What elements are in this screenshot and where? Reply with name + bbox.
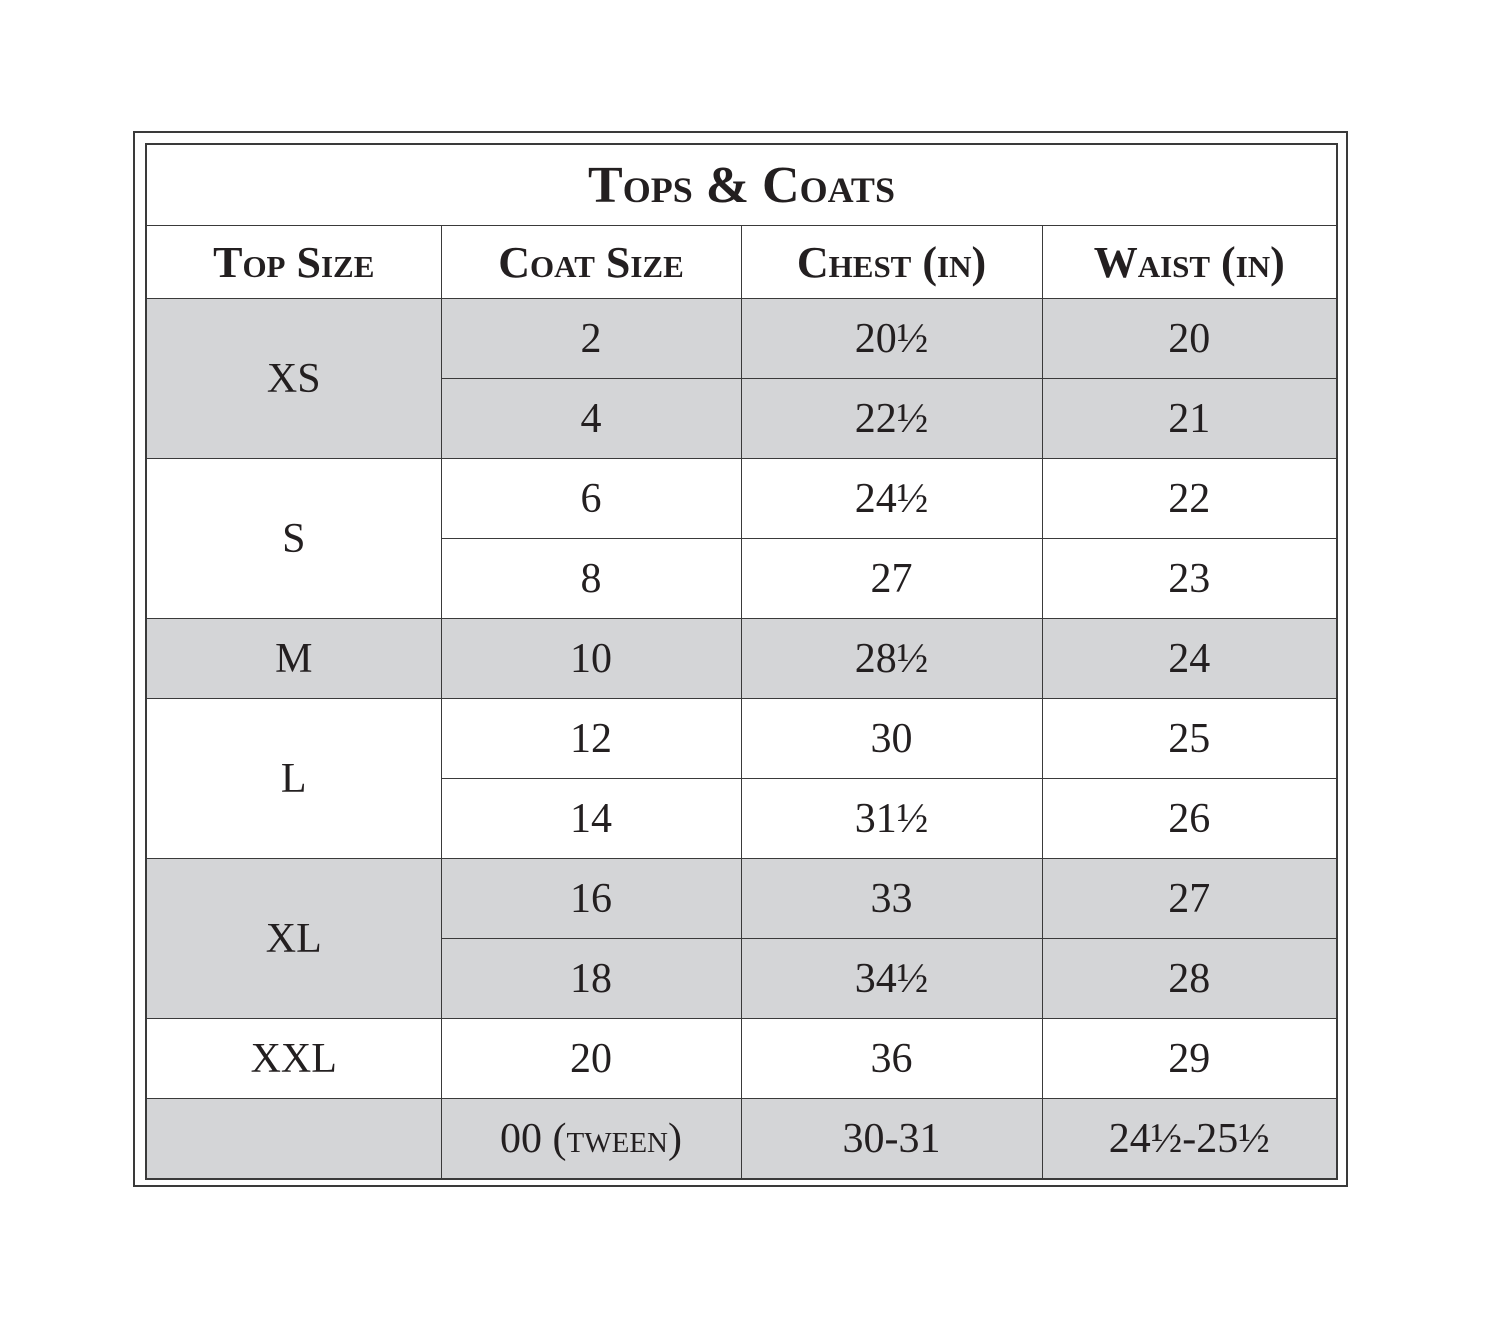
table-row: S 6 24½ 22 [145, 458, 1338, 619]
chest-cell: 36 [740, 1018, 1043, 1099]
coat-size-cell: 6 [440, 458, 742, 539]
top-size-cell: XL [145, 858, 442, 1019]
waist-cell: 24½-25½ [1041, 1098, 1338, 1180]
coat-size-cell: 4 [440, 378, 742, 459]
chest-cell: 30-31 [740, 1098, 1043, 1180]
waist-cell: 22 [1041, 458, 1338, 539]
table-row: 4 22½ 21 [146, 378, 1338, 459]
chest-cell: 24½ [740, 458, 1043, 539]
waist-cell: 24 [1041, 618, 1338, 699]
top-size-cell: S [145, 458, 442, 619]
coat-size-cell: 12 [440, 698, 742, 779]
table-frame: Tops & Coats Top Size Coat Size Chest (in)… [133, 131, 1348, 1187]
chest-cell: 20½ [740, 298, 1043, 379]
table-row: XS 2 20½ 20 [145, 298, 1338, 459]
table-row: 14 31½ 26 [146, 778, 1338, 859]
chest-cell: 30 [740, 698, 1043, 779]
table-row: M 10 28½ 24 [145, 618, 1338, 699]
table-row: 00 (tween) 30-31 24½-25½ [145, 1098, 1338, 1180]
table-row: XXL 20 36 29 [145, 1018, 1338, 1099]
column-header: Top Size [145, 225, 442, 299]
top-size-cell: XXL [145, 1018, 442, 1099]
table-row: L 12 30 25 [145, 698, 1338, 859]
coat-size-cell: 16 [440, 858, 742, 939]
chest-cell: 33 [740, 858, 1043, 939]
coat-size-cell: 2 [440, 298, 742, 379]
coat-size-cell: 00 (tween) [440, 1098, 742, 1180]
coat-size-cell: 14 [440, 778, 742, 859]
top-size-cell: L [145, 698, 442, 859]
table-row: XL 16 33 27 [145, 858, 1338, 1019]
chest-cell: 31½ [740, 778, 1043, 859]
chest-cell: 22½ [740, 378, 1043, 459]
coat-size-cell: 20 [440, 1018, 742, 1099]
chest-cell: 34½ [740, 938, 1043, 1019]
waist-cell: 27 [1041, 858, 1338, 939]
column-header: Waist (in) [1041, 225, 1338, 299]
waist-cell: 26 [1041, 778, 1338, 859]
top-size-cell: M [145, 618, 442, 699]
top-size-cell [145, 1098, 442, 1180]
waist-cell: 23 [1041, 538, 1338, 619]
coat-size-cell: 8 [440, 538, 742, 619]
size-table: Tops & Coats Top Size Coat Size Chest (in)… [145, 143, 1338, 1180]
top-size-cell: XS [145, 298, 442, 459]
column-header: Chest (in) [740, 225, 1043, 299]
coat-size-cell: 18 [440, 938, 742, 1019]
waist-cell: 25 [1041, 698, 1338, 779]
waist-cell: 28 [1041, 938, 1338, 1019]
chest-cell: 28½ [740, 618, 1043, 699]
waist-cell: 29 [1041, 1018, 1338, 1099]
waist-cell: 20 [1041, 298, 1338, 379]
table-title: Tops & Coats [145, 143, 1338, 226]
waist-cell: 21 [1041, 378, 1338, 459]
chest-cell: 27 [740, 538, 1043, 619]
coat-size-cell: 10 [440, 618, 742, 699]
column-header: Coat Size [440, 225, 742, 299]
